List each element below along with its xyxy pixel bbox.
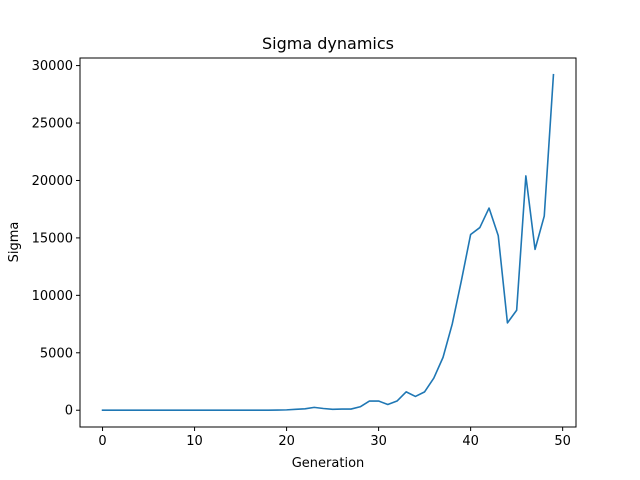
x-tick-label: 0 (98, 434, 106, 449)
y-tick-label: 0 (65, 404, 73, 419)
y-tick-label: 25000 (32, 117, 73, 132)
y-tick-label: 15000 (32, 231, 73, 246)
x-tick-label: 20 (278, 434, 295, 449)
x-tick-label: 10 (186, 434, 203, 449)
series-line-0 (101, 73, 555, 412)
chart-title: Sigma dynamics (262, 34, 394, 53)
y-tick-label: 20000 (32, 174, 73, 189)
y-axis-label: Sigma (7, 222, 22, 263)
y-tick-label: 10000 (32, 289, 73, 304)
plot-frame (79, 57, 577, 428)
x-tick-label: 50 (554, 434, 571, 449)
y-tick-label: 30000 (32, 59, 73, 74)
plot-layer: 0 10 20 30 40 50 0 5000 10000 15000 20000 25000 3000… (32, 57, 577, 449)
x-tick-label: 30 (370, 434, 387, 449)
x-axis-label: Generation (292, 456, 365, 471)
y-tick-label: 5000 (40, 346, 73, 361)
x-tick-label: 40 (462, 434, 479, 449)
